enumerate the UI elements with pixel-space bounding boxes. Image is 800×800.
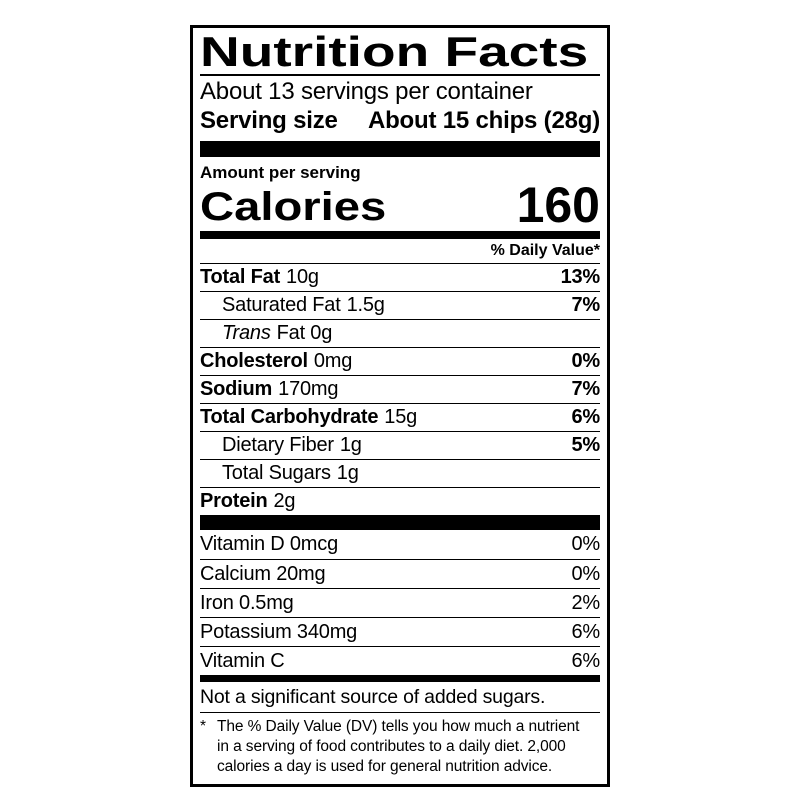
footnote-line: in a serving of food contributes to a da…: [217, 738, 566, 755]
micronutrient-row-iron: Iron 0.5mg 2%: [200, 588, 600, 617]
micronutrient-name: Calcium 20mg: [200, 562, 326, 585]
micronutrient-row-calcium: Calcium 20mg 0%: [200, 559, 600, 588]
calories-value: 160: [516, 177, 600, 233]
nutrient-row-sodium: Sodium 170mg 7%: [200, 375, 600, 403]
nutrient-row-cholesterol: Cholesterol 0mg 0%: [200, 347, 600, 375]
nutrient-amount: 10g: [286, 266, 319, 288]
nutrient-name: Trans: [222, 322, 271, 344]
nutrient-name: Total Sugars: [222, 462, 331, 484]
nutrient-amount: 2g: [273, 490, 296, 512]
nutrient-row-total-carbohydrate: Total Carbohydrate 15g 6%: [200, 403, 600, 431]
nutrient-rows: Total Fat 10g 13% Saturated Fat 1.5g 7% Tr…: [200, 263, 600, 515]
serving-size-row: Serving size About 15 chips (28g): [200, 106, 600, 141]
medium-bar-bottom: [200, 675, 600, 682]
nutrient-dv: 5%: [571, 434, 600, 456]
micronutrient-rows: Vitamin D 0mcg 0% Calcium 20mg 0% Iron 0…: [200, 530, 600, 675]
serving-size-label: Serving size: [200, 107, 338, 134]
nutrient-name: Total Carbohydrate: [200, 406, 379, 428]
nutrient-name: Cholesterol: [200, 350, 308, 372]
medium-bar-calories: [200, 231, 600, 239]
micronutrient-name: Potassium 340mg: [200, 620, 358, 643]
not-significant-note: Not a significant source of added sugars…: [200, 686, 546, 708]
nutrient-name: Saturated Fat: [222, 294, 341, 316]
nutrient-dv: 0%: [571, 350, 600, 372]
nutrient-amount: 1g: [339, 434, 362, 456]
amount-per-serving-label: Amount per serving: [200, 163, 361, 182]
footnote-asterisk: *: [200, 718, 206, 735]
micronutrient-name: Vitamin D 0mcg: [200, 533, 338, 555]
micronutrient-name: Vitamin C: [200, 649, 285, 672]
calories-label: Calories: [200, 185, 387, 229]
nutrient-row-protein: Protein 2g: [200, 487, 600, 515]
nutrient-row-total-sugars: Total Sugars 1g: [200, 459, 600, 487]
nutrient-row-total-fat: Total Fat 10g 13%: [200, 263, 600, 291]
footnote-line: The % Daily Value (DV) tells you how muc…: [217, 718, 580, 735]
nutrient-dv: 7%: [571, 378, 600, 400]
servings-per-container: About 13 servings per container: [200, 78, 533, 105]
micronutrient-row-potassium: Potassium 340mg 6%: [200, 617, 600, 646]
footnote-text: The % Daily Value (DV) tells you how muc…: [217, 717, 579, 777]
nutrient-dv: 6%: [571, 406, 600, 428]
nutrient-amount: 170mg: [278, 378, 339, 400]
calories-row: Calories 160: [200, 177, 600, 233]
nutrient-amount: 15g: [384, 406, 418, 428]
daily-value-footnote: * The % Daily Value (DV) tells you how m…: [200, 713, 600, 784]
footnote-divider: [200, 712, 600, 713]
micronutrient-dv: 6%: [571, 620, 600, 643]
micronutrient-dv: 2%: [571, 591, 600, 614]
title-divider: [200, 74, 600, 76]
panel-title: Nutrition Facts: [200, 28, 589, 75]
thick-bar-top: [200, 141, 600, 157]
thick-bar-middle: [200, 515, 600, 530]
micronutrient-row-vitamin-c: Vitamin C 6%: [200, 646, 600, 675]
nutrient-row-saturated-fat: Saturated Fat 1.5g 7%: [200, 291, 600, 319]
nutrient-dv: 7%: [571, 294, 600, 316]
nutrient-dv: 13%: [560, 266, 601, 288]
nutrition-facts-panel: Nutrition Facts About 13 servings per co…: [190, 25, 610, 787]
nutrient-name: Total Fat: [200, 266, 281, 288]
footnote-line: calories a day is used for general nutri…: [217, 758, 553, 775]
nutrient-name: Dietary Fiber: [222, 434, 334, 456]
nutrient-row-dietary-fiber: Dietary Fiber 1g 5%: [200, 431, 600, 459]
micronutrient-dv: 0%: [571, 562, 600, 585]
nutrient-name: Protein: [200, 490, 268, 512]
nutrient-amount: 1g: [336, 462, 359, 484]
daily-value-header: % Daily Value*: [490, 242, 600, 259]
nutrient-name: Sodium: [200, 378, 273, 400]
micronutrient-dv: 0%: [571, 533, 600, 555]
nutrient-row-trans-fat: Trans Fat 0g: [200, 319, 600, 347]
micronutrient-row-vitamin-d: Vitamin D 0mcg 0%: [200, 530, 600, 559]
nutrient-amount: 0mg: [313, 350, 353, 372]
micronutrient-dv: 6%: [571, 649, 600, 672]
nutrient-amount: 1.5g: [346, 294, 385, 316]
nutrient-amount: Fat 0g: [276, 322, 333, 344]
serving-size-value: About 15 chips (28g): [367, 107, 600, 134]
micronutrient-name: Iron 0.5mg: [200, 591, 294, 614]
